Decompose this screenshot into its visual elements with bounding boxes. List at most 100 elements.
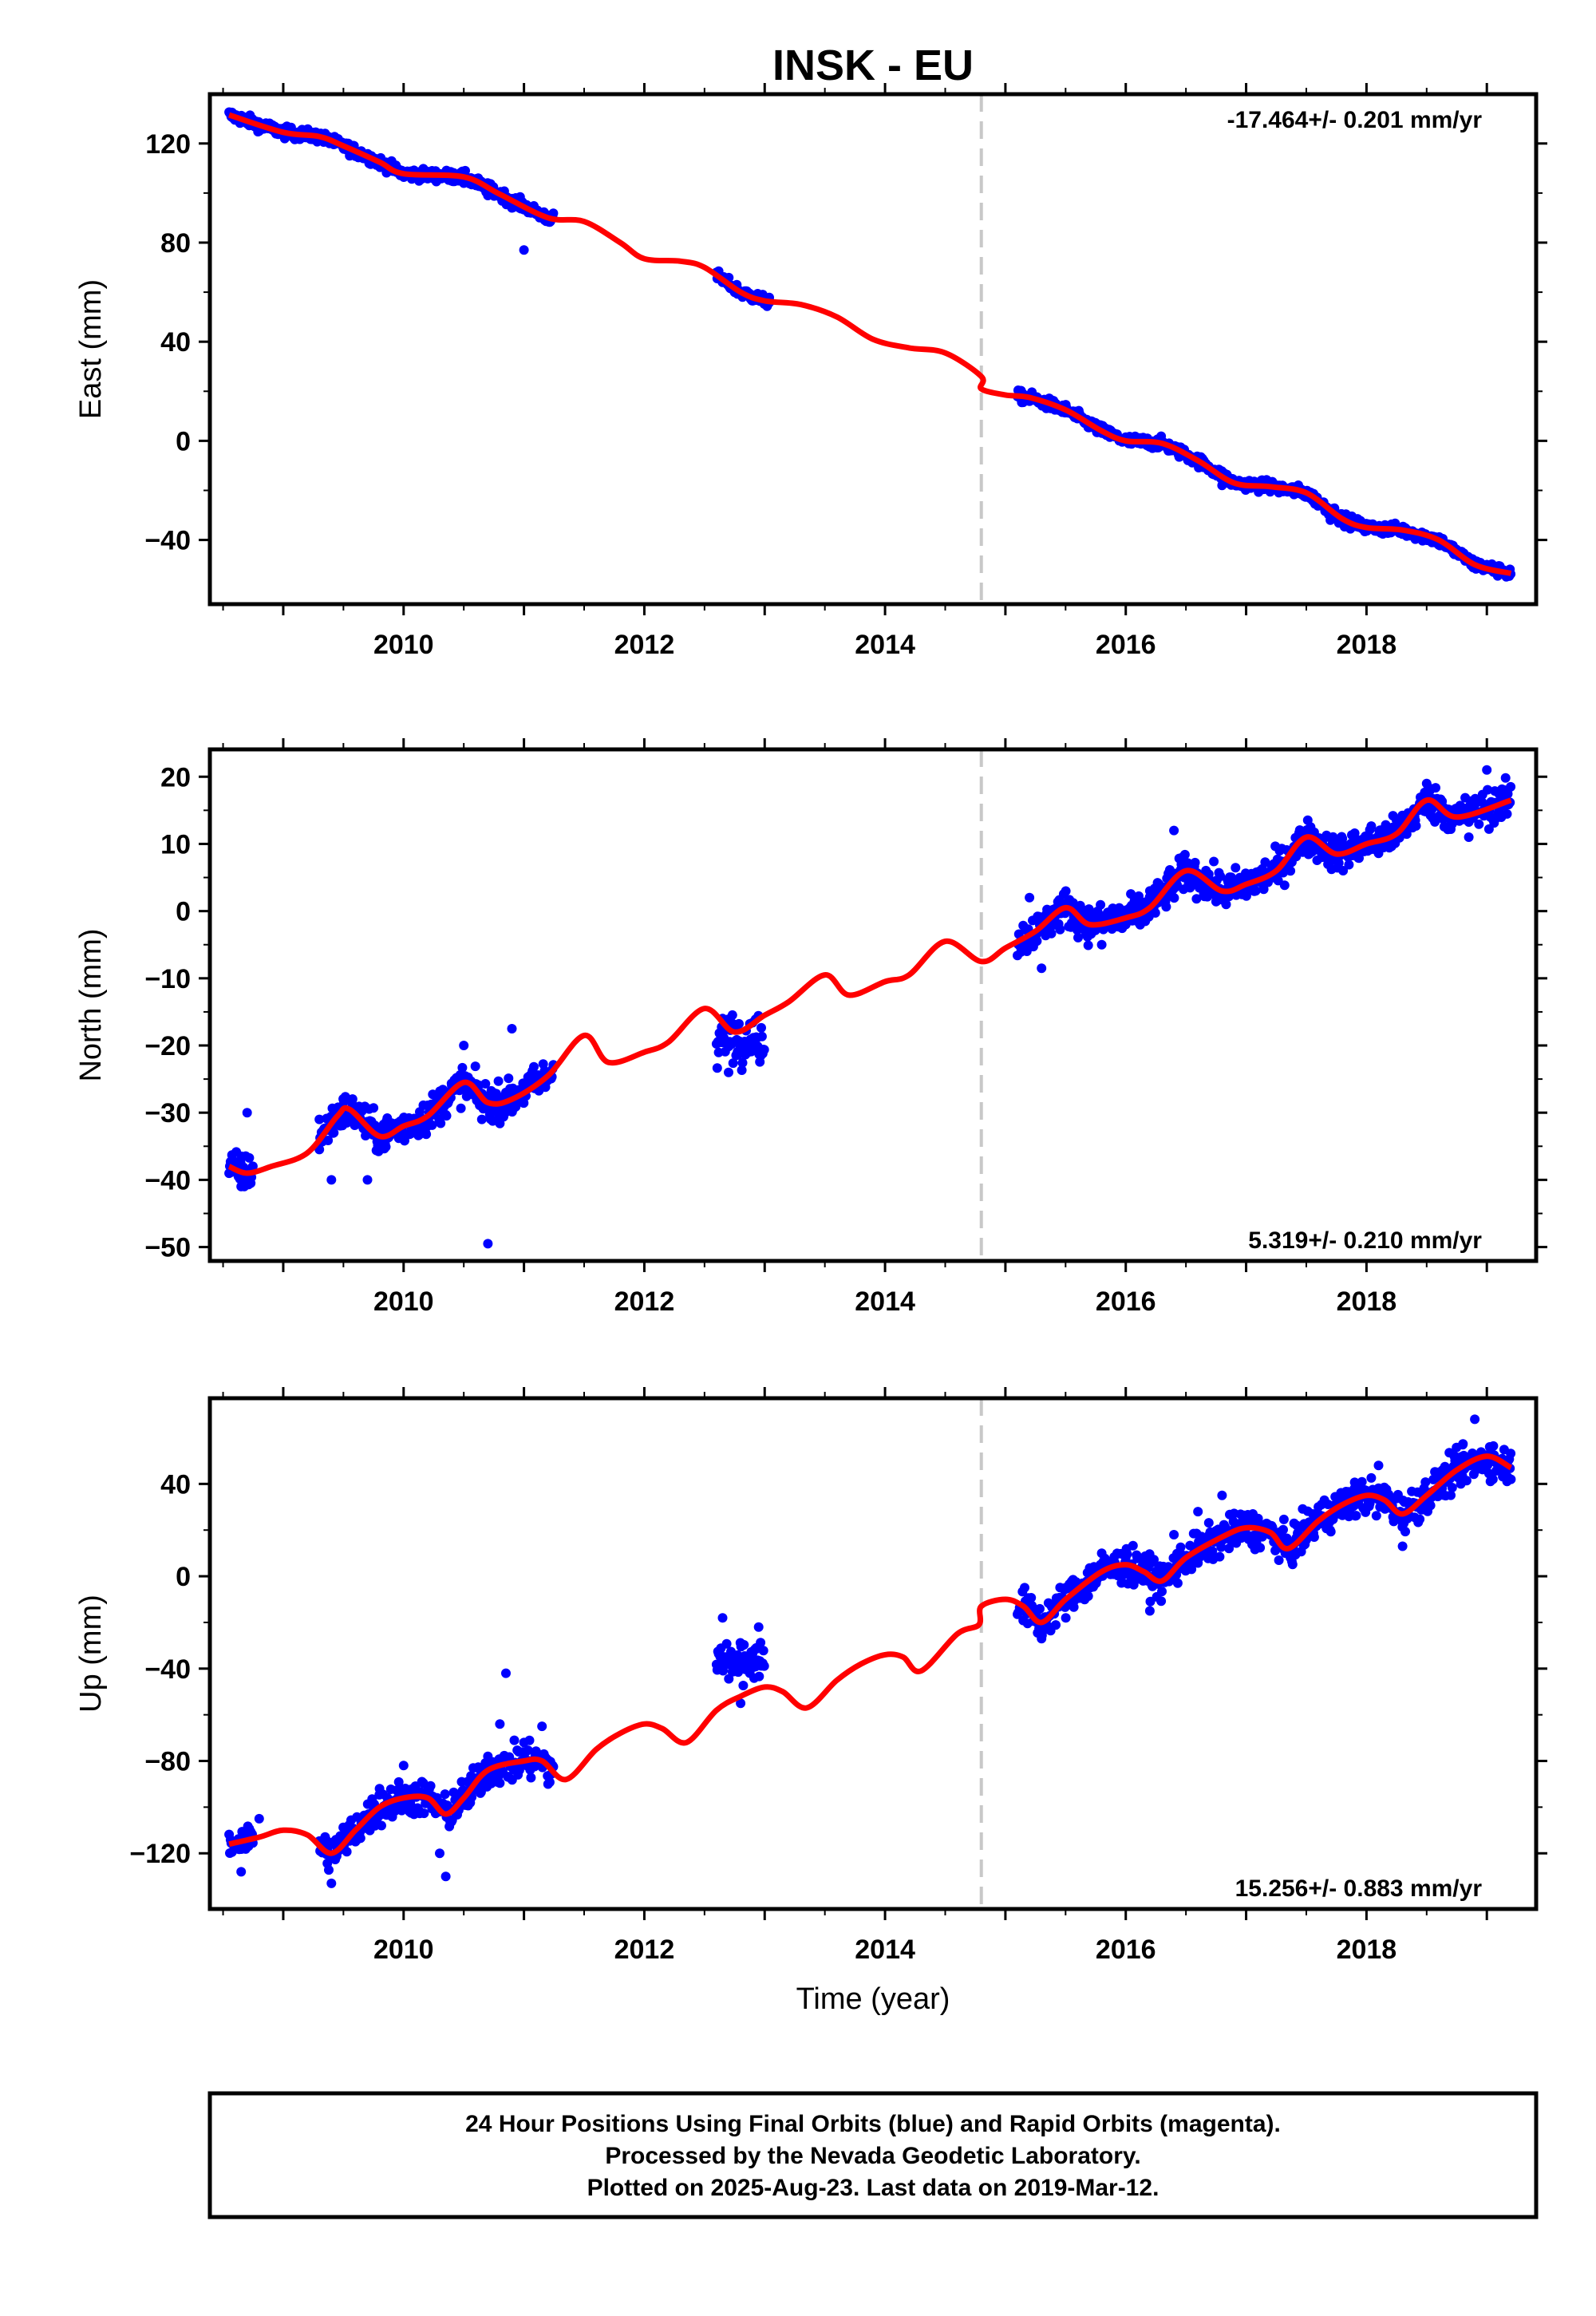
data-point [1250,886,1261,896]
data-point [1371,1511,1381,1521]
data-point [1421,778,1432,788]
data-point [1216,1542,1227,1552]
data-point [236,1867,247,1877]
y-tick-label: −40 [144,526,191,556]
x-tick-label: 2014 [855,630,915,660]
velocity-label: 15.256+/- 0.883 mm/yr [1235,1875,1483,1902]
footer-line-1: 24 Hour Positions Using Final Orbits (bl… [465,2111,1281,2137]
data-point [440,1871,451,1882]
y-tick-label: −40 [144,1165,191,1196]
data-point [493,1076,504,1086]
velocity-label: 5.319+/- 0.210 mm/yr [1248,1227,1482,1254]
footer-line-3: Plotted on 2025-Aug-23. Last data on 201… [587,2175,1159,2201]
data-point [1217,1490,1227,1500]
data-point [507,1024,517,1034]
data-point [1506,1448,1516,1459]
y-tick-label: 80 [160,228,191,259]
data-point [1373,1460,1384,1471]
data-point [1061,1613,1071,1623]
data-point [236,1181,247,1192]
data-point [342,1847,352,1857]
data-point [1333,858,1344,868]
data-point [1488,1441,1499,1451]
data-point [1221,899,1231,910]
data-point [362,1175,373,1185]
data-point [537,1721,547,1732]
data-point [377,1820,386,1831]
data-point [1020,1583,1029,1593]
data-point [1037,1634,1047,1644]
data-point [1144,1606,1155,1616]
data-point [1207,1546,1218,1556]
data-point [1025,892,1035,903]
data-point [1224,1543,1235,1554]
data-point [419,1808,429,1819]
y-tick-label: 120 [145,129,191,160]
data-point [1474,819,1484,829]
data-point [757,1022,766,1033]
y-tick-label: −40 [144,1654,191,1685]
data-point [1169,825,1179,836]
x-tick-label: 2018 [1337,630,1397,660]
y-tick-label: 40 [160,327,191,358]
data-point [1458,1440,1468,1450]
data-point [721,1638,732,1649]
data-point [1325,1527,1336,1537]
data-point [1349,1484,1360,1494]
data-point [242,1108,252,1118]
data-point [1487,1474,1498,1484]
up-panel: 40 0 −40 −80 −120 2010 2012 2014 2016 2018 Up (mm)… [74,1387,1547,1965]
data-point [1344,860,1354,870]
data-point [737,1065,747,1075]
data-point [1061,1583,1071,1593]
data-point [1361,832,1372,842]
data-point [736,1698,746,1709]
data-point [1037,963,1047,974]
x-tick-label: 2016 [1096,1935,1156,1965]
data-point [1215,871,1226,881]
y-tick-label: 0 [176,426,191,456]
data-point [1209,856,1219,867]
data-point [739,1640,749,1650]
data-point [393,1777,404,1787]
data-point [495,1719,505,1729]
data-point [1096,1548,1107,1559]
data-point [1420,1477,1431,1488]
data-point [1046,928,1057,939]
data-point [1190,857,1200,868]
data-point [727,1010,737,1020]
data-point [1191,894,1202,904]
y-axis-label: Up (mm) [74,1595,108,1713]
x-tick-label: 2010 [373,1286,434,1317]
x-tick-label: 2018 [1337,1286,1397,1317]
data-point [1446,1490,1456,1500]
data-point [461,1091,472,1101]
chart-title: INSK - EU [772,41,974,89]
data-point [1415,1514,1425,1524]
data-point [1169,1530,1179,1539]
data-point [519,245,529,255]
data-point [1128,1540,1138,1551]
data-point [756,1638,766,1648]
data-point [1431,783,1440,793]
data-point [1253,1513,1263,1524]
footer-border [207,2091,1539,2219]
y-tick-label: −80 [144,1747,191,1777]
data-point [1157,1587,1167,1597]
data-point [459,178,469,188]
data-point [1278,1514,1289,1524]
y-tick-label: 0 [176,1562,191,1592]
data-point [425,1780,436,1791]
data-point [1172,1578,1183,1588]
data-point [244,1152,255,1163]
data-point [1366,1472,1377,1483]
y-tick-label: 0 [176,897,191,927]
x-tick-label: 2010 [373,630,434,660]
data-point [1149,1555,1159,1565]
data-point [247,1161,258,1172]
y-axis-label: East (mm) [74,279,108,419]
data-point [1132,1553,1143,1563]
data-point [456,1103,466,1113]
